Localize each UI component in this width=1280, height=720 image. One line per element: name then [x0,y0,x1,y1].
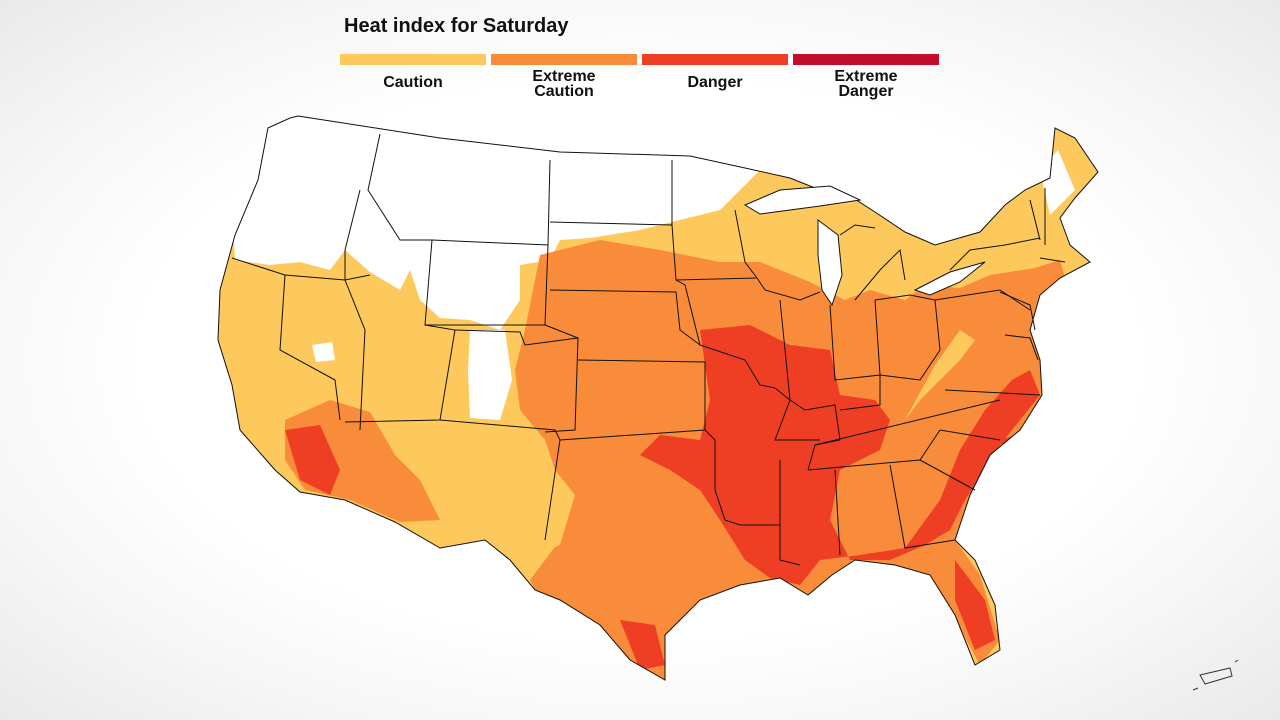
no-advisory-zone [312,342,335,362]
legend-swatch-caution [340,54,486,65]
no-advisory-zone [468,330,512,420]
no-advisory-zone [232,116,760,330]
danger-zone [955,560,995,650]
lake-erie [913,261,986,296]
state-boundaries [217,115,1099,681]
legend-swatch-danger [642,54,788,65]
danger-zone [620,620,665,670]
legend-label-extreme-danger: Extreme Danger [834,68,898,100]
lake-superior [743,185,862,215]
legend-item-caution: Caution [340,54,486,91]
us-outline [217,115,1099,681]
legend-label-extreme-caution: Extreme Caution [532,68,596,100]
legend-swatch-extreme-caution [491,54,637,65]
danger-zone [640,325,1040,585]
heat-zones [218,116,1098,680]
legend-item-extreme-caution: Extreme Caution [491,54,637,100]
map-title: Heat index for Saturday [344,15,569,37]
legend-label-caution: Caution [383,74,443,91]
danger-zone [285,425,340,495]
lake-michigan [817,219,843,307]
legend-label-danger: Danger [687,74,743,91]
territory-inset [1192,659,1239,691]
caution-zone [505,500,560,580]
legend-swatch-extreme-danger [793,54,939,65]
legend-item-danger: Danger [642,54,788,91]
caution-zone [905,330,975,420]
legend-item-extreme-danger: Extreme Danger [793,54,939,100]
legend: Caution Extreme Caution Danger Extreme D… [340,54,940,104]
